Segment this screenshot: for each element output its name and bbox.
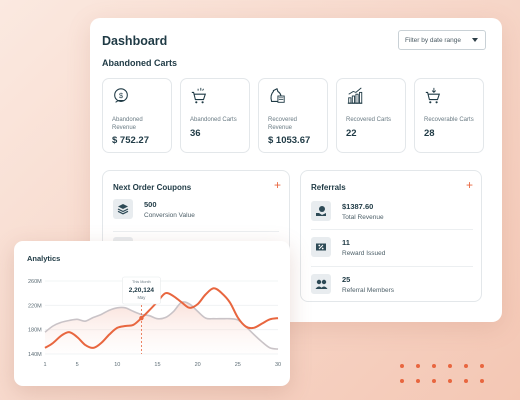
- stat-label: Recovered Revenue: [268, 117, 298, 131]
- stat-value: $ 752.27: [112, 135, 149, 146]
- referrals-title: Referrals: [311, 183, 346, 192]
- x-tick-label: 10: [114, 362, 120, 368]
- decorative-dots: [400, 364, 486, 383]
- y-tick-label: 180M: [28, 328, 42, 334]
- page-title: Dashboard: [102, 34, 168, 48]
- stat-value: 28: [424, 127, 435, 139]
- tooltip-point[interactable]: [139, 315, 144, 321]
- tooltip-box: [122, 276, 161, 305]
- referral-label: Reward Issued: [342, 249, 386, 257]
- referral-value: $1387.60: [342, 201, 374, 211]
- add-referral-button[interactable]: +: [465, 178, 473, 192]
- x-tick-label: 15: [154, 362, 160, 368]
- layers-icon: [113, 199, 133, 219]
- stat-label: Abandoned Carts: [190, 117, 237, 123]
- stat-label: Recovered Carts: [346, 117, 392, 123]
- stat-value: 36: [190, 127, 201, 139]
- referral-value: 11: [342, 237, 350, 247]
- coupons-title: Next Order Coupons: [113, 183, 192, 192]
- tooltip-sub: May: [137, 295, 146, 300]
- ticket-icon: [311, 237, 331, 257]
- series-line-secondary: [44, 301, 279, 350]
- list-item: $1387.60 Total Revenue: [311, 201, 384, 221]
- x-tick-label: 30: [275, 362, 281, 368]
- list-item: 500 Conversion Value: [113, 199, 195, 219]
- tooltip-value: 2,20,124: [129, 287, 155, 294]
- stat-value: $ 1053.67: [268, 135, 311, 146]
- chevron-down-icon[interactable]: [472, 38, 478, 42]
- stat-card-abandoned-carts[interactable]: Abandoned Carts 36: [180, 78, 250, 153]
- series-area: [45, 301, 278, 354]
- analytics-title: Analytics: [27, 254, 61, 263]
- add-coupon-button[interactable]: +: [273, 178, 281, 192]
- stat-value: 22: [346, 127, 357, 139]
- stat-label: Recoverable Carts: [424, 117, 474, 123]
- abandoned-carts-title: Abandoned Carts: [102, 58, 178, 68]
- x-tick-label: 20: [195, 362, 201, 368]
- cart-icon: [191, 87, 207, 104]
- divider: [113, 231, 279, 232]
- stat-card-recovered-carts[interactable]: Recovered Carts 22: [336, 78, 406, 153]
- referral-value: 25: [342, 274, 351, 284]
- tooltip-title: This Month: [132, 280, 151, 284]
- stat-label: Abandoned Revenue: [112, 117, 143, 131]
- svg-text:$: $: [119, 91, 123, 100]
- filter-label: Filter by date range: [405, 36, 462, 44]
- list-item: 25 Referral Members: [311, 274, 394, 294]
- series-line-primary: [44, 287, 279, 349]
- y-tick-label: 260M: [28, 279, 42, 285]
- analytics-card: Analytics 260M 220M 180M 140M 1 5 10 15 20 25 30 …: [14, 241, 290, 386]
- referrals-panel: Referrals + $1387.60 Total Revenue 11 Re…: [300, 170, 482, 302]
- dollar-coin-icon: $: [114, 88, 128, 103]
- stat-card-abandoned-revenue[interactable]: $ Abandoned Revenue $ 752.27: [102, 78, 172, 153]
- divider: [311, 229, 473, 230]
- x-tick-label: 1: [43, 362, 46, 368]
- coupon-value: 500: [144, 199, 157, 209]
- date-range-filter[interactable]: Filter by date range: [398, 30, 486, 50]
- divider: [311, 266, 473, 267]
- money-bag-icon: [270, 88, 285, 103]
- list-item: 11 Reward Issued: [311, 237, 385, 257]
- stat-card-recoverable-carts[interactable]: Recoverable Carts 28: [414, 78, 484, 153]
- x-tick-label: 25: [235, 362, 241, 368]
- hand-coin-icon: [311, 201, 331, 221]
- cart-down-icon: [425, 87, 441, 104]
- referral-label: Total Revenue: [342, 213, 384, 221]
- stat-card-recovered-revenue[interactable]: Recovered Revenue $ 1053.67: [258, 78, 328, 153]
- users-icon: [311, 274, 331, 294]
- stat-cards: $ Abandoned Revenue $ 752.27 Abandoned C…: [102, 78, 484, 153]
- x-tick-label: 5: [76, 362, 79, 368]
- y-tick-label: 140M: [28, 352, 42, 358]
- coupon-label: Conversion Value: [144, 211, 195, 219]
- referral-label: Referral Members: [342, 286, 395, 294]
- growth-chart-icon: [347, 87, 363, 104]
- y-tick-label: 220M: [28, 303, 42, 309]
